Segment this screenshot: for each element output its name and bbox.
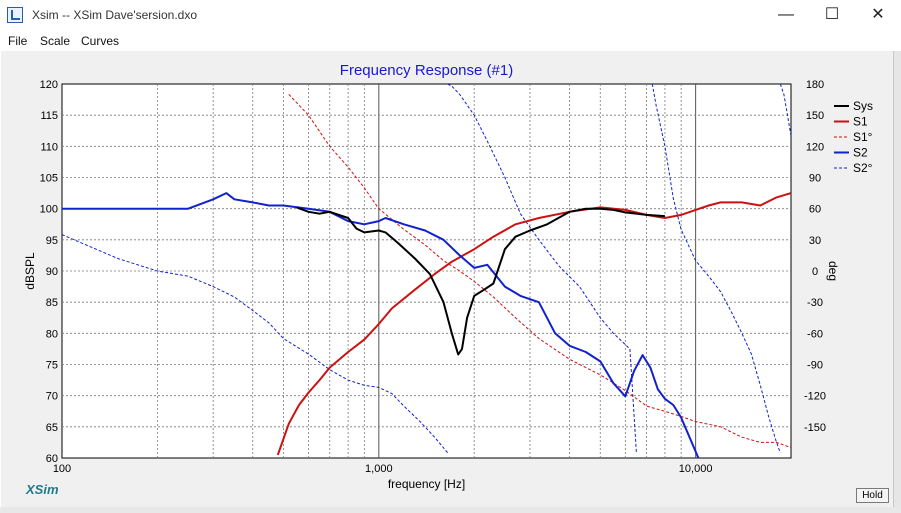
series-line-s2-phase [779,84,791,136]
hold-button[interactable]: Hold [856,488,889,503]
y-tick-label: 85 [46,297,58,309]
minimize-button[interactable]: — [778,6,794,23]
y2-tick-label: 90 [809,173,821,185]
title-bar: Xsim -- XSim Dave'sersion.dxo — ☐ ✕ [0,0,901,31]
y-tick-label: 115 [40,110,58,122]
background-window-edge [894,51,901,513]
close-button[interactable]: ✕ [871,6,885,23]
y2-tick-label: -150 [804,422,826,434]
y-axis-label: dBSPL [23,252,37,290]
x-axis-label: frequency [Hz] [388,477,465,491]
series-line-s2-phase [651,84,781,453]
y-tick-label: 75 [46,360,58,372]
y2-tick-label: 30 [809,235,821,247]
x-tick-label: 100 [53,463,71,475]
y-tick-label: 120 [40,79,58,91]
menu-file[interactable]: File [8,34,28,48]
x-tick-label: 10,000 [679,463,713,475]
menu-bar: File Scale Curves [0,31,901,51]
y-tick-label: 95 [46,235,58,247]
y-tick-label: 90 [46,266,58,278]
x-tick-label: 1,000 [365,463,393,475]
legend-label: S1 [853,115,868,129]
y2-tick-label: 120 [806,141,824,153]
y-tick-label: 100 [40,204,58,216]
xsim-app-icon [7,7,23,23]
y-tick-label: 110 [40,141,58,153]
y-tick-label: 65 [46,422,58,434]
y2-tick-label: 0 [812,266,818,278]
y2-tick-label: -60 [807,328,823,340]
y2-tick-label: -30 [807,297,823,309]
y-tick-label: 105 [40,173,58,185]
xsim-logo: XSim [26,482,59,497]
y-tick-label: 80 [46,328,58,340]
series-line-s2 [62,192,700,458]
y2-tick-label: 150 [806,110,824,122]
series-line-sys [296,206,665,356]
legend-label: S2° [853,161,873,175]
y2-axis-label: deg [826,261,840,281]
legend-label: S1° [853,130,873,144]
series-group [62,84,791,458]
chart-title: Frequency Response (#1) [340,62,513,79]
series-line-s1-phase [288,94,791,449]
y2-tick-label: -120 [804,391,826,403]
legend-label: Sys [853,99,873,113]
series-line-s2-phase [447,84,637,453]
maximize-button[interactable]: ☐ [824,6,840,23]
y-tick-label: 70 [46,391,58,403]
y2-tick-label: 180 [806,79,824,91]
legend-label: S2 [853,146,868,160]
menu-scale[interactable]: Scale [40,34,71,48]
y-tick-label: 60 [46,453,58,465]
window-title: Xsim -- XSim Dave'sersion.dxo [32,8,197,22]
series-line-s1 [276,192,791,456]
frequency-response-chart: 60 65 70 75 80 85 90 95 100 105 110 115 120 -150 -120 -… [23,62,873,491]
background-window-strip [0,507,901,513]
menu-curves[interactable]: Curves [81,34,120,48]
y2-tick-label: 60 [809,204,821,216]
y2-tick-label: -90 [807,360,823,372]
